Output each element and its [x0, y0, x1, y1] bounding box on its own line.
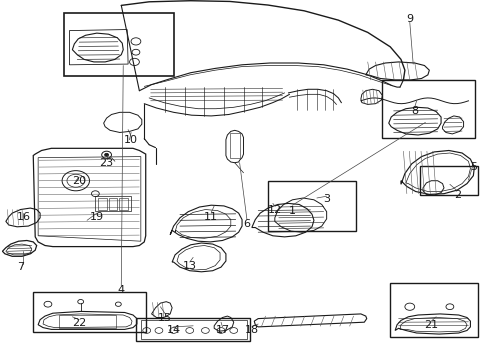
- Text: 11: 11: [204, 212, 218, 222]
- Text: 22: 22: [72, 318, 86, 328]
- Text: 23: 23: [100, 158, 113, 168]
- Bar: [95, 196, 131, 211]
- Text: 16: 16: [17, 212, 30, 222]
- Circle shape: [104, 153, 108, 156]
- Text: 7: 7: [17, 262, 24, 272]
- Text: 2: 2: [453, 190, 460, 200]
- Text: 1: 1: [288, 206, 295, 216]
- Bar: [389, 283, 477, 337]
- Text: 18: 18: [244, 325, 258, 336]
- Bar: [382, 80, 474, 138]
- Text: 12: 12: [267, 204, 281, 215]
- Text: 13: 13: [183, 261, 196, 271]
- Bar: [63, 13, 173, 76]
- Text: 6: 6: [243, 219, 250, 229]
- Text: 19: 19: [90, 212, 103, 222]
- Bar: [59, 315, 116, 328]
- Text: 8: 8: [410, 106, 417, 116]
- Text: 4: 4: [118, 285, 124, 295]
- Bar: [98, 198, 106, 210]
- Bar: [119, 198, 128, 210]
- Text: 5: 5: [469, 162, 476, 172]
- Bar: [141, 320, 246, 339]
- Bar: [33, 292, 145, 332]
- Bar: [108, 198, 117, 210]
- Text: 9: 9: [406, 14, 412, 24]
- Text: 3: 3: [323, 194, 329, 204]
- Text: 17: 17: [215, 325, 229, 336]
- Bar: [136, 318, 250, 341]
- Bar: [419, 166, 477, 195]
- Text: 20: 20: [72, 176, 86, 186]
- Bar: [267, 181, 355, 231]
- Text: 21: 21: [424, 320, 437, 330]
- Text: 14: 14: [166, 325, 180, 336]
- Text: 15: 15: [158, 312, 172, 323]
- Text: 10: 10: [124, 135, 138, 145]
